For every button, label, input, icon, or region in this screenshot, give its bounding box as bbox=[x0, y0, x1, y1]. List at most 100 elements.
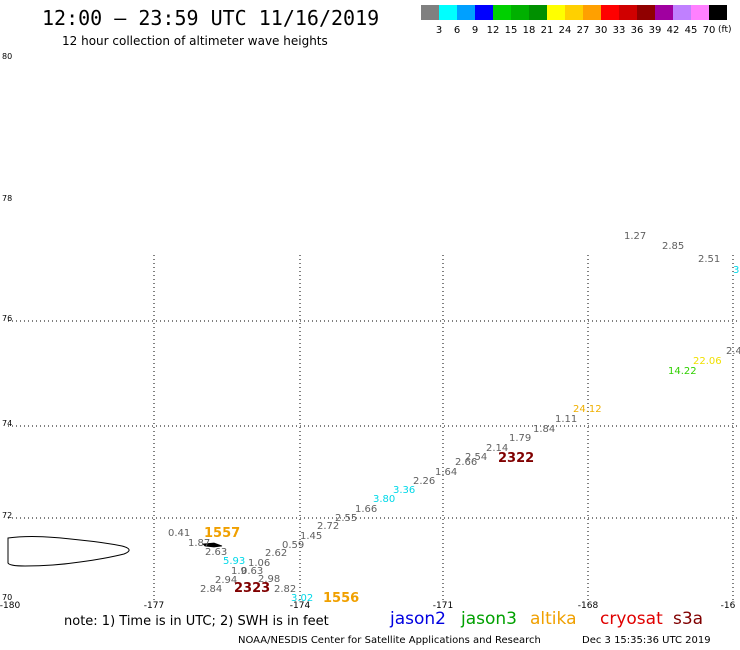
swh-value: 0.59 bbox=[282, 540, 305, 551]
swh-value: 3.36 bbox=[393, 485, 416, 496]
pass-time-label: 2323 bbox=[234, 581, 271, 596]
swh-value: 1.45 bbox=[300, 531, 323, 542]
swh-value: 22.06 bbox=[693, 356, 722, 367]
scale-label: 27 bbox=[576, 25, 590, 36]
map-title: 12:00 – 23:59 UTC 11/16/2019 bbox=[42, 6, 380, 30]
lon-label: -180 bbox=[0, 601, 21, 611]
swh-value: 2.72 bbox=[317, 521, 340, 532]
pass-time-label: 1557 bbox=[204, 526, 241, 541]
scale-label: 15 bbox=[504, 25, 518, 36]
swh-value: 0.63 bbox=[241, 566, 264, 577]
credit-line: NOAA/NESDIS Center for Satellite Applica… bbox=[238, 635, 541, 646]
lat-label: 70 bbox=[2, 593, 13, 602]
swh-value: 3.02 bbox=[291, 593, 314, 604]
swh-value: 2.55 bbox=[335, 513, 358, 524]
swh-value: 2.14 bbox=[486, 443, 509, 454]
swh-value: 2.66 bbox=[455, 457, 478, 468]
swh-value: 2.63 bbox=[205, 547, 228, 558]
swh-value: 3.80 bbox=[373, 494, 396, 505]
scale-swatch bbox=[655, 5, 673, 20]
scale-swatch bbox=[583, 5, 601, 20]
lon-label: -16 bbox=[720, 601, 736, 611]
scale-label: 33 bbox=[612, 25, 626, 36]
lat-label: 74 bbox=[2, 419, 13, 428]
scale-swatch bbox=[457, 5, 475, 20]
scale-label: 18 bbox=[522, 25, 536, 36]
swh-value: 2.98 bbox=[258, 574, 281, 585]
scale-swatch bbox=[529, 5, 547, 20]
swh-value: 2.82 bbox=[274, 584, 297, 595]
satellite-legend-altika: altika bbox=[530, 609, 577, 629]
generation-timestamp: Dec 3 15:35:36 UTC 2019 bbox=[582, 635, 711, 646]
swh-value: 24.12 bbox=[573, 404, 602, 415]
scale-swatch bbox=[547, 5, 565, 20]
swh-value: 2.4 bbox=[726, 346, 740, 357]
swh-value: 2.26 bbox=[413, 476, 436, 487]
satellite-legend-cryosat: cryosat bbox=[600, 609, 663, 629]
scale-label: 36 bbox=[630, 25, 644, 36]
map-subtitle: 12 hour collection of altimeter wave hei… bbox=[62, 34, 328, 48]
swh-value: 1.9 bbox=[231, 566, 247, 577]
scale-swatch bbox=[601, 5, 619, 20]
scale-swatch bbox=[691, 5, 709, 20]
scale-swatch bbox=[475, 5, 493, 20]
scale-swatch bbox=[493, 5, 511, 20]
swh-value: 14.22 bbox=[668, 366, 697, 377]
satellite-legend-s3a: s3a bbox=[673, 609, 704, 629]
scale-unit: (ft) bbox=[718, 25, 732, 35]
swh-value: 1.27 bbox=[624, 231, 647, 242]
scale-label: 21 bbox=[540, 25, 554, 36]
scale-label: 12 bbox=[486, 25, 500, 36]
scale-swatch bbox=[439, 5, 457, 20]
scale-label: 30 bbox=[594, 25, 608, 36]
swh-value: 3 bbox=[733, 265, 740, 276]
scale-label: 70 bbox=[702, 25, 716, 36]
swh-value: 0.41 bbox=[168, 528, 191, 539]
swh-value: 2.51 bbox=[698, 254, 721, 265]
lon-label: -174 bbox=[289, 601, 311, 611]
scale-label: 9 bbox=[471, 25, 479, 36]
scale-label: 24 bbox=[558, 25, 572, 36]
scale-swatch bbox=[511, 5, 529, 20]
lon-label: -177 bbox=[143, 601, 165, 611]
herald-island bbox=[202, 542, 223, 548]
swh-value: 1.06 bbox=[248, 558, 271, 569]
lon-label: -171 bbox=[432, 601, 454, 611]
swh-value: 2.62 bbox=[265, 548, 288, 559]
lat-label: 78 bbox=[2, 194, 13, 203]
pass-time-label: 1556 bbox=[323, 591, 360, 606]
swh-value: 2.94 bbox=[215, 575, 238, 586]
units-note: note: 1) Time is in UTC; 2) SWH is in fe… bbox=[64, 614, 329, 629]
lon-label: -168 bbox=[577, 601, 599, 611]
swh-value: 1.11 bbox=[555, 414, 578, 425]
scale-label: 39 bbox=[648, 25, 662, 36]
satellite-legend-jason2: jason2 bbox=[390, 609, 446, 629]
scale-label: 6 bbox=[453, 25, 461, 36]
swh-value: 2.84 bbox=[200, 584, 223, 595]
lat-label: 80 bbox=[2, 52, 13, 61]
lat-label: 76 bbox=[2, 314, 13, 323]
swh-value: 1.66 bbox=[355, 504, 378, 515]
swh-value: 1.87 bbox=[188, 538, 211, 549]
graticule bbox=[8, 255, 740, 600]
scale-swatch bbox=[637, 5, 655, 20]
scale-label: 45 bbox=[684, 25, 698, 36]
scale-swatch bbox=[619, 5, 637, 20]
swh-value: 1.79 bbox=[509, 433, 532, 444]
swh-value: 1.64 bbox=[435, 467, 458, 478]
wrangel-island-coastline bbox=[7, 536, 130, 567]
scale-swatch bbox=[565, 5, 583, 20]
swh-value: 5.93 bbox=[223, 556, 246, 567]
lat-label: 72 bbox=[2, 511, 13, 520]
scale-swatch bbox=[421, 5, 439, 20]
scale-swatch bbox=[709, 5, 727, 20]
pass-time-label: 2322 bbox=[498, 451, 535, 466]
swh-value: 1.84 bbox=[533, 424, 556, 435]
scale-label: 3 bbox=[435, 25, 443, 36]
satellite-legend-jason3: jason3 bbox=[461, 609, 517, 629]
swh-value: 2.54 bbox=[465, 452, 488, 463]
scale-label: 42 bbox=[666, 25, 680, 36]
scale-swatch bbox=[673, 5, 691, 20]
swh-value: 2.85 bbox=[662, 241, 685, 252]
